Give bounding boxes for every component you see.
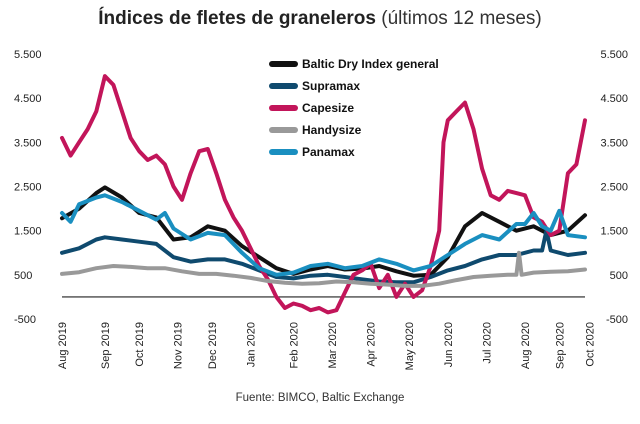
x-tick-label: May 2020 — [404, 322, 416, 370]
y-tick-label-right: 2.500 — [600, 182, 628, 194]
y-tick-label-right: 500 — [610, 270, 628, 282]
legend-label: Panamax — [302, 145, 355, 159]
chart-title-main: Índices de fletes de graneleros — [98, 8, 376, 29]
x-axis: Aug 2019 Sep 2019 Oct 2019 Nov 2019 Dec 2019… — [57, 322, 596, 370]
legend-label: Baltic Dry Index general — [302, 57, 439, 71]
x-tick-label: Sep 2020 — [554, 322, 566, 369]
x-tick-label: Feb 2020 — [288, 322, 300, 368]
x-tick-label: Nov 2019 — [173, 322, 185, 369]
y-axis-right: -500 500 1.500 2.500 3.500 4.500 5.500 — [600, 49, 628, 326]
x-tick-label: Oct 2020 — [584, 322, 596, 367]
y-tick-label-left: 500 — [14, 270, 32, 282]
chart-title: Índices de fletes de graneleros (últimos… — [0, 8, 640, 30]
x-tick-label: Jan 2020 — [246, 322, 258, 367]
legend: Baltic Dry Index general Supramax Capesize… — [269, 57, 439, 159]
x-tick-label: Jun 2020 — [443, 322, 455, 367]
x-tick-label: Aug 2020 — [520, 322, 532, 369]
source-note: Fuente: BIMCO, Baltic Exchange — [235, 392, 405, 404]
y-tick-label-left: -500 — [14, 314, 36, 326]
y-tick-label-right: 1.500 — [600, 226, 628, 238]
x-tick-label: Aug 2019 — [57, 322, 69, 369]
y-tick-label-right: 5.500 — [600, 49, 628, 61]
y-tick-label-left: 1.500 — [14, 226, 42, 238]
x-tick-label: Dec 2019 — [207, 322, 219, 369]
y-tick-label-left: 2.500 — [14, 182, 42, 194]
x-tick-label: Apr 2020 — [366, 322, 378, 367]
y-tick-label-left: 4.500 — [14, 93, 42, 105]
x-tick-label: Sep 2019 — [100, 322, 112, 369]
legend-label: Supramax — [302, 79, 360, 93]
x-tick-label: Jul 2020 — [481, 322, 493, 364]
series-line-capesize — [60, 74, 587, 315]
y-tick-label-right: -500 — [606, 314, 628, 326]
y-tick-label-left: 5.500 — [14, 49, 42, 61]
y-tick-label-right: 3.500 — [600, 137, 628, 149]
legend-label: Handysize — [302, 123, 362, 137]
x-tick-label: Mar 2020 — [327, 322, 339, 368]
y-axis-left: -500 500 1.500 2.500 3.500 4.500 5.500 — [14, 49, 42, 326]
y-tick-label-left: 3.500 — [14, 137, 42, 149]
x-tick-label: Oct 2019 — [134, 322, 146, 367]
series-line-panamax — [60, 193, 587, 277]
series-line-supramax — [60, 228, 587, 285]
chart-title-subtitle: (últimos 12 meses) — [375, 8, 542, 29]
y-tick-label-right: 4.500 — [600, 93, 628, 105]
series-line-handysize — [60, 250, 587, 288]
legend-label: Capesize — [302, 101, 354, 115]
series-lines — [60, 74, 587, 315]
